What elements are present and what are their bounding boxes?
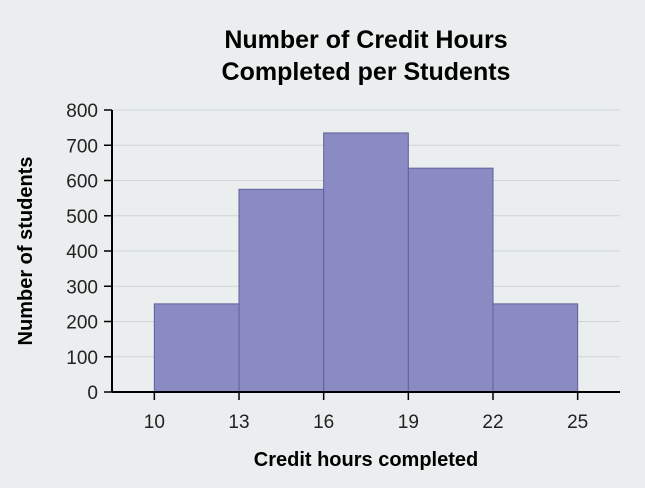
y-tick-label-0: 0	[87, 383, 98, 404]
y-tick-label-100: 100	[66, 348, 98, 369]
histogram-bar-19-22	[407, 167, 494, 393]
histogram-bar-16-19	[323, 132, 409, 393]
y-tick-label-600: 600	[66, 172, 98, 193]
y-tick-label-700: 700	[66, 136, 98, 157]
chart-title-line-2: Completed per Students	[222, 58, 511, 86]
y-tick-label-800: 800	[66, 101, 98, 122]
x-tick-label-25: 25	[567, 412, 588, 433]
y-axis-label: Number of students	[15, 157, 37, 346]
chart-title: Number of Credit Hours Completed per Stu…	[222, 26, 511, 86]
x-tick-label-10: 10	[144, 412, 165, 433]
y-axis-ticks: 0 100 200 300 400 500 600 700 800	[66, 101, 112, 404]
x-tick-label-19: 19	[398, 412, 419, 433]
x-axis-ticks: 10 13 16 19 22 25	[144, 392, 588, 433]
y-tick-label-200: 200	[66, 313, 98, 334]
x-tick-label-16: 16	[313, 412, 334, 433]
chart-title-line-1: Number of Credit Hours	[224, 26, 507, 54]
histogram-bar-13-16	[238, 188, 325, 393]
x-axis-label: Credit hours completed	[254, 449, 478, 471]
histogram-bar-22-25	[492, 303, 579, 393]
y-tick-label-500: 500	[66, 207, 98, 228]
y-tick-label-300: 300	[66, 277, 98, 298]
y-tick-label-400: 400	[66, 242, 98, 263]
histogram-bar-10-13	[153, 303, 240, 393]
histogram-bars	[153, 132, 579, 393]
x-tick-label-22: 22	[482, 412, 503, 433]
x-tick-label-13: 13	[228, 412, 249, 433]
